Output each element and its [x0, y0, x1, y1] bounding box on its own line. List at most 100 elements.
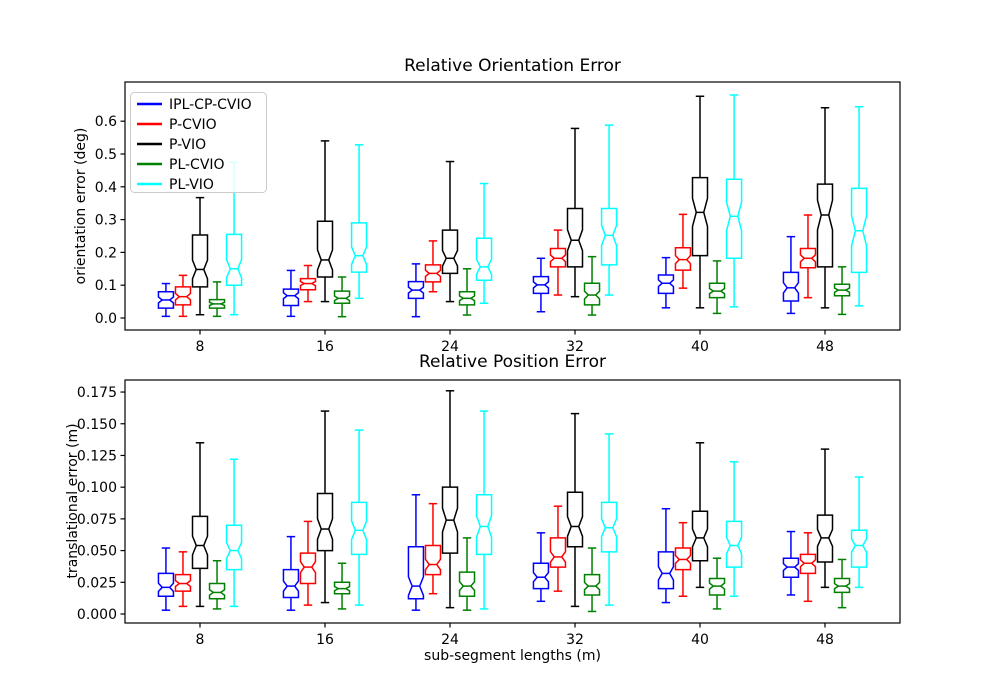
box	[708, 577, 726, 596]
x-tick-label: 40	[691, 339, 709, 355]
y-tick-label: 0.3	[95, 213, 117, 229]
box	[532, 562, 550, 590]
series-PL-VIO	[225, 94, 868, 316]
top-y-axis-label: orientation error (deg)	[73, 127, 89, 285]
box	[475, 494, 493, 556]
x-tick-label: 8	[196, 339, 205, 355]
series-IPL-CP-CVIO	[157, 235, 800, 318]
x-tick-label: 32	[566, 632, 584, 648]
bottom-chart-title: Relative Position Error	[419, 352, 606, 372]
box	[691, 510, 709, 562]
y-tick-label: 0.175	[77, 385, 117, 401]
box	[407, 280, 425, 300]
legend-box	[130, 92, 267, 193]
legend: IPL-CP-CVIO P-CVIO P-VIO PL-CVIO PL-VIO	[130, 92, 267, 193]
x-tick-label: 48	[816, 339, 834, 355]
box	[458, 291, 476, 306]
box	[816, 514, 834, 563]
bottom-y-axis-label: translational error (m)	[65, 423, 81, 579]
box	[191, 234, 209, 288]
series-IPL-CP-CVIO	[157, 494, 800, 611]
x-tick-label: 8	[196, 632, 205, 648]
y-tick-label: 0.2	[95, 245, 117, 261]
x-tick-label: 40	[691, 632, 709, 648]
box	[441, 229, 459, 275]
box	[708, 282, 726, 299]
y-tick-label: 0.150	[77, 417, 117, 433]
box	[799, 553, 817, 575]
box	[475, 237, 493, 282]
box	[333, 290, 351, 304]
y-tick-label: 0.050	[77, 544, 117, 560]
box	[225, 524, 243, 571]
box	[174, 573, 192, 592]
box	[782, 271, 800, 302]
y-tick-label: 0.4	[95, 180, 117, 196]
series-PL-VIO	[225, 410, 868, 610]
y-tick-label: 0.125	[77, 448, 117, 464]
bottom-axes: 8 16 24 32 40 48 0.000 0.025 0.050 0.075 0.100 0.12…	[77, 379, 901, 648]
box	[725, 520, 743, 568]
box	[583, 573, 601, 596]
box	[299, 277, 317, 291]
box	[424, 544, 442, 576]
box	[282, 568, 300, 599]
box	[458, 571, 476, 597]
x-axis-label: sub-segment lengths (m)	[424, 648, 601, 664]
box	[600, 501, 618, 553]
box	[208, 298, 226, 309]
series-P-VIO	[191, 390, 834, 609]
box	[282, 288, 300, 307]
x-tick-label: 16	[316, 339, 334, 355]
y-tick-label: 0.6	[95, 114, 117, 130]
series-P-CVIO	[174, 213, 817, 318]
axes-frame	[124, 379, 901, 624]
box	[333, 581, 351, 595]
y-tick-label: 0.100	[77, 480, 117, 496]
box	[566, 491, 584, 548]
y-tick-label: 0.000	[77, 607, 117, 623]
box	[532, 275, 550, 295]
series-PL-CVIO	[208, 255, 851, 318]
axes-frame	[124, 81, 901, 331]
box	[657, 551, 675, 590]
box	[674, 547, 692, 571]
box	[407, 546, 425, 600]
box	[549, 247, 567, 268]
x-tick-label: 32	[566, 339, 584, 355]
box	[782, 557, 800, 578]
top-axes: 8 16 24 32 40 48 0.0 0.1 0.2 0.3 0.4 0.5 0.6 IPL-CP-C…	[95, 81, 901, 355]
series-P-VIO	[191, 95, 834, 316]
box	[850, 529, 868, 568]
box	[549, 537, 567, 568]
box	[566, 207, 584, 268]
box	[833, 577, 851, 594]
legend-label: P-CVIO	[169, 117, 217, 133]
x-tick-label: 16	[316, 632, 334, 648]
box	[725, 178, 743, 260]
box	[600, 207, 618, 266]
x-tick-label: 24	[441, 632, 459, 648]
box	[441, 486, 459, 554]
box	[350, 501, 368, 556]
box	[299, 552, 317, 585]
box	[225, 233, 243, 286]
legend-label: P-VIO	[169, 137, 206, 153]
box	[157, 572, 175, 597]
x-tick-label: 24	[441, 339, 459, 355]
y-tick-label: 0.025	[77, 575, 117, 591]
box	[208, 582, 226, 600]
top-chart-title: Relative Orientation Error	[404, 56, 621, 76]
box	[583, 282, 601, 306]
box	[191, 515, 209, 570]
series-P-CVIO	[174, 502, 817, 608]
box	[316, 220, 334, 278]
series-PL-CVIO	[208, 537, 851, 613]
box	[850, 187, 868, 274]
box	[674, 247, 692, 271]
box	[833, 283, 851, 297]
box	[350, 222, 368, 273]
box	[816, 183, 834, 268]
